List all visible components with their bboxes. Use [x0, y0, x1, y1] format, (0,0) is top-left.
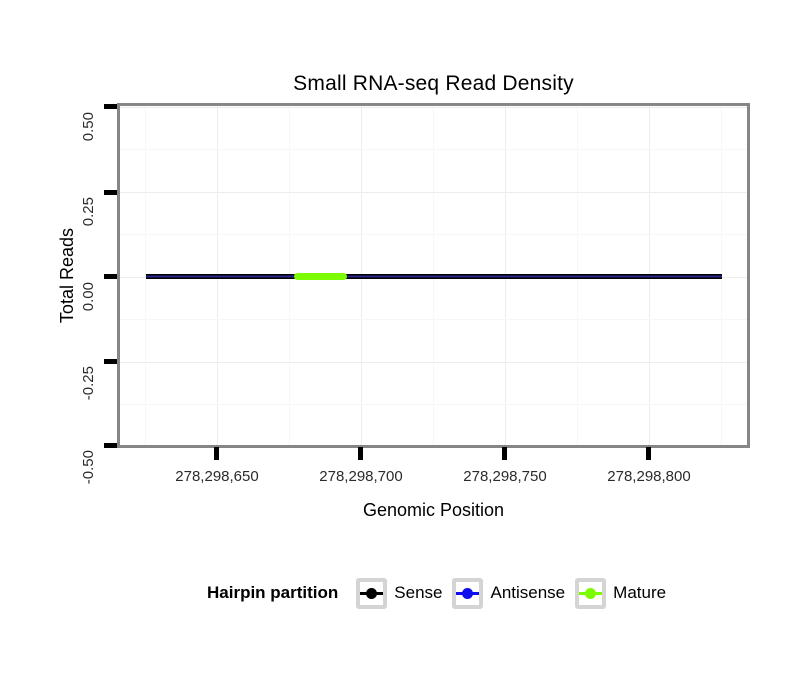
- x-axis-title: Genomic Position: [362, 500, 505, 520]
- legend-label: Antisense: [490, 583, 566, 602]
- gridline-minor-h: [120, 234, 747, 235]
- gridline-minor-h: [120, 404, 747, 405]
- gridline-minor-v: [145, 106, 146, 445]
- legend-key-dot: [462, 587, 474, 599]
- gridline-minor-h: [120, 149, 747, 150]
- legend-key-box: [452, 577, 484, 609]
- legend-entry-antisense: Antisense: [452, 577, 566, 609]
- y-tick-label: 0.25: [80, 197, 97, 227]
- y-tick: [104, 190, 117, 195]
- x-tick-label: 278,298,750: [463, 468, 547, 485]
- legend-key-dot: [585, 587, 597, 599]
- chart-title: Small RNA-seq Read Density: [293, 72, 574, 95]
- x-tick: [214, 447, 219, 460]
- y-tick-label: -0.25: [80, 366, 97, 401]
- legend-entry-mature: Mature: [575, 577, 667, 609]
- x-tick: [502, 447, 507, 460]
- gridline-major-h: [120, 107, 747, 108]
- legend-entry-sense: Sense: [356, 577, 443, 609]
- legend-key-dot: [366, 587, 378, 599]
- x-tick-label: 278,298,700: [319, 468, 403, 485]
- x-tick: [358, 447, 363, 460]
- legend-key-box: [356, 577, 388, 609]
- y-tick-label: -0.50: [80, 450, 97, 485]
- legend-label: Mature: [613, 583, 667, 602]
- mature-segment: [294, 273, 347, 280]
- gridline-minor-h: [120, 319, 747, 320]
- sense-antisense-line: [146, 274, 722, 279]
- legend: Hairpin partition Sense Antisense Mature: [207, 577, 676, 609]
- plot-panel: [117, 103, 750, 448]
- legend-title: Hairpin partition: [207, 583, 339, 602]
- x-tick: [646, 447, 651, 460]
- y-tick-label: 0.00: [80, 282, 97, 312]
- x-tick-label: 278,298,800: [607, 468, 691, 485]
- y-tick-label: 0.50: [80, 112, 97, 142]
- y-tick: [104, 359, 117, 364]
- gridline-major-h: [120, 192, 747, 193]
- x-tick-label: 278,298,650: [175, 468, 259, 485]
- y-tick: [104, 443, 117, 448]
- y-tick: [104, 104, 117, 109]
- y-tick: [104, 274, 117, 279]
- legend-label: Sense: [394, 583, 443, 602]
- legend-key-box: [575, 577, 607, 609]
- gridline-major-h: [120, 362, 747, 363]
- y-axis-title: Total Reads: [57, 228, 77, 324]
